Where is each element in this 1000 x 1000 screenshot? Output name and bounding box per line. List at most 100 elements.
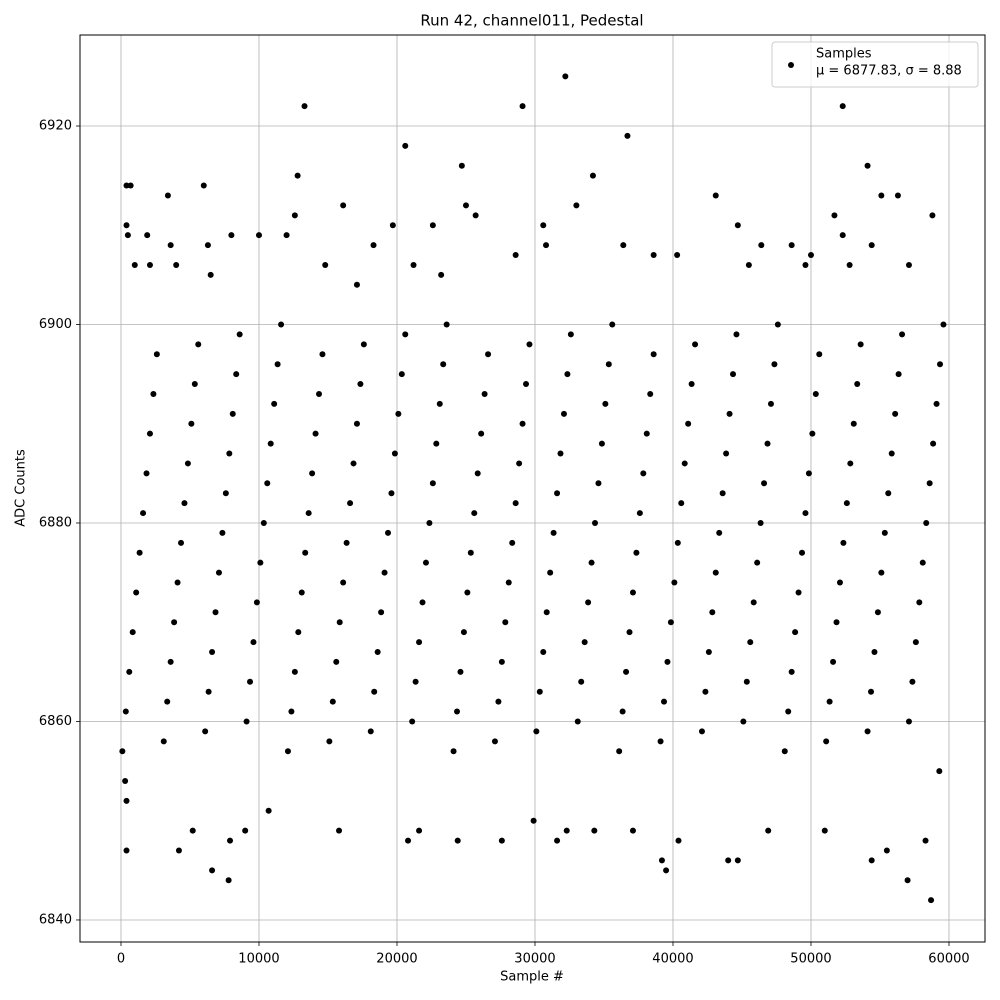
point	[933, 400, 940, 407]
point	[509, 539, 516, 546]
point	[255, 232, 262, 239]
point	[675, 837, 682, 844]
point	[609, 321, 616, 328]
point	[723, 450, 730, 457]
x-tick-label: 50000	[790, 952, 831, 967]
point	[236, 331, 243, 338]
point	[298, 589, 305, 596]
point	[899, 331, 906, 338]
point	[823, 738, 830, 745]
point	[840, 539, 847, 546]
y-tick-label: 6840	[39, 912, 72, 927]
point	[864, 162, 871, 169]
point	[716, 529, 723, 536]
x-tick-label: 60000	[928, 952, 969, 967]
point	[881, 529, 888, 536]
point	[519, 103, 526, 110]
point	[257, 559, 264, 566]
point	[761, 480, 768, 487]
point	[620, 242, 627, 249]
y-tick-label: 6880	[39, 515, 72, 530]
y-tick-label: 6920	[39, 119, 72, 134]
point	[554, 837, 561, 844]
point	[788, 668, 795, 675]
point	[188, 420, 195, 427]
point	[144, 232, 151, 239]
point	[734, 857, 741, 864]
points	[119, 73, 947, 904]
point	[547, 569, 554, 576]
point	[624, 132, 631, 139]
point	[164, 192, 171, 199]
point	[271, 400, 278, 407]
point	[129, 629, 136, 636]
point	[864, 728, 871, 735]
point	[894, 192, 901, 199]
point	[398, 371, 405, 378]
point	[502, 619, 509, 626]
point	[454, 837, 461, 844]
point	[181, 500, 188, 507]
point	[650, 252, 657, 259]
point	[850, 420, 857, 427]
point	[288, 708, 295, 715]
point	[131, 261, 138, 268]
point	[367, 728, 374, 735]
point	[460, 629, 467, 636]
point	[207, 271, 214, 278]
point	[730, 371, 737, 378]
point	[274, 361, 281, 368]
point	[429, 222, 436, 229]
point	[540, 649, 547, 656]
point	[472, 212, 479, 219]
point	[253, 599, 260, 606]
point	[267, 440, 274, 447]
point	[574, 718, 581, 725]
point	[294, 172, 301, 179]
point	[184, 460, 191, 467]
point	[871, 649, 878, 656]
x-tick-label: 40000	[652, 952, 693, 967]
point	[868, 688, 875, 695]
point	[905, 718, 912, 725]
point	[809, 430, 816, 437]
point	[937, 361, 944, 368]
point	[799, 549, 806, 556]
point	[347, 500, 354, 507]
point	[743, 678, 750, 685]
point	[215, 569, 222, 576]
point	[740, 718, 747, 725]
point	[353, 281, 360, 288]
point	[153, 351, 160, 358]
point	[136, 549, 143, 556]
point	[402, 331, 409, 338]
point	[467, 549, 474, 556]
point	[526, 341, 533, 348]
point	[560, 410, 567, 417]
x-tick-label: 20000	[376, 952, 417, 967]
point	[843, 500, 850, 507]
point	[123, 182, 130, 189]
point	[719, 490, 726, 497]
point	[905, 261, 912, 268]
point	[557, 450, 564, 457]
point	[225, 877, 232, 884]
point	[758, 242, 765, 249]
point	[883, 847, 890, 854]
point	[212, 609, 219, 616]
point	[543, 242, 550, 249]
point	[350, 460, 357, 467]
point	[774, 321, 781, 328]
legend-label: Samples	[816, 47, 872, 62]
point	[705, 649, 712, 656]
point	[164, 698, 171, 705]
point	[591, 827, 598, 834]
x-tick-label: 10000	[238, 952, 279, 967]
point	[340, 579, 347, 586]
point	[247, 678, 254, 685]
point	[200, 182, 207, 189]
point	[357, 381, 364, 388]
point	[671, 579, 678, 586]
point	[640, 470, 647, 477]
point	[616, 748, 623, 755]
